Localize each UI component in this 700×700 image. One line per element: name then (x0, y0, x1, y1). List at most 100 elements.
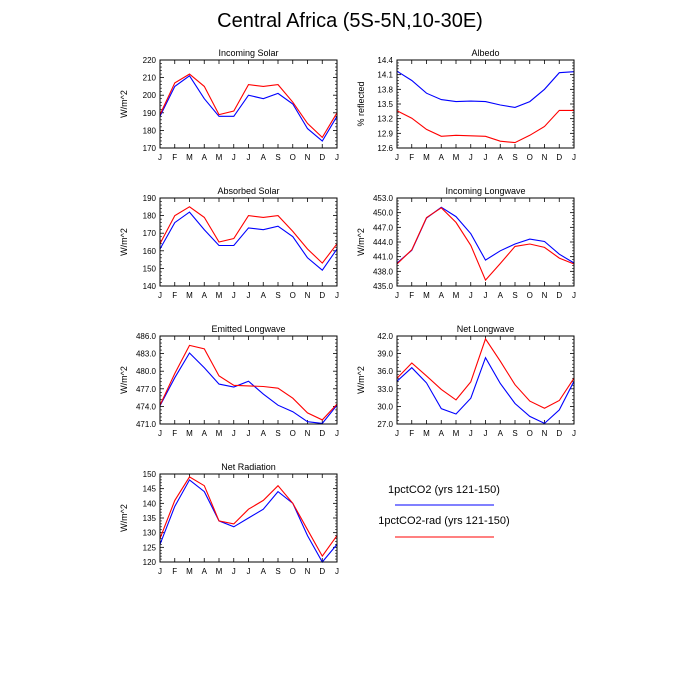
x-tick-label: A (498, 429, 504, 438)
x-tick-label: M (216, 291, 223, 300)
x-tick-label: J (469, 291, 473, 300)
x-tick-label: F (409, 429, 414, 438)
x-tick-label: J (158, 567, 162, 576)
y-tick-label: 180 (143, 126, 157, 135)
x-tick-label: J (484, 291, 488, 300)
x-tick-label: N (305, 567, 311, 576)
series-line-1pctco2-rad (396, 337, 575, 409)
x-tick-label: S (512, 429, 517, 438)
x-tick-label: N (305, 429, 311, 438)
x-tick-label: N (542, 291, 548, 300)
x-tick-label: O (290, 567, 296, 576)
y-tick-label: 477.0 (136, 385, 157, 394)
y-tick-label: 150 (143, 470, 157, 479)
y-tick-label: 483.0 (136, 350, 157, 359)
x-tick-label: M (186, 567, 193, 576)
x-tick-label: J (232, 291, 236, 300)
y-tick-label: 200 (143, 91, 157, 100)
x-tick-label: A (202, 291, 208, 300)
series-line-1pctco2-rad (396, 109, 574, 144)
x-tick-label: A (439, 153, 445, 162)
x-tick-label: J (247, 429, 251, 438)
y-tick-label: 14.1 (377, 71, 393, 80)
x-tick-label: O (290, 153, 296, 162)
y-tick-label: 220 (143, 56, 157, 65)
y-tick-label: 13.5 (377, 100, 393, 109)
y-tick-label: 441.0 (373, 253, 394, 262)
y-axis-label: W/m^2 (119, 504, 129, 532)
x-tick-label: A (202, 429, 208, 438)
x-tick-label: J (335, 429, 339, 438)
y-tick-label: 36.0 (377, 367, 393, 376)
x-tick-label: M (186, 153, 193, 162)
y-tick-label: 486.0 (136, 332, 157, 341)
y-tick-label: 450.0 (373, 209, 394, 218)
x-tick-label: F (172, 429, 177, 438)
x-tick-label: A (439, 291, 445, 300)
x-tick-label: J (247, 567, 251, 576)
series-line-1pctco2-rad (159, 73, 338, 139)
x-tick-label: S (275, 291, 280, 300)
x-tick-label: M (453, 291, 460, 300)
x-tick-label: M (186, 291, 193, 300)
plot-frame (159, 59, 338, 149)
x-tick-label: O (527, 291, 533, 300)
panel-albedo: Albedo % reflected 12.6 12.9 13.2 13.5 13.8 14.… (356, 48, 576, 162)
x-tick-label: S (275, 567, 280, 576)
x-tick-label: O (527, 153, 533, 162)
x-tick-label: J (395, 429, 399, 438)
y-tick-label: 438.0 (373, 267, 394, 276)
plot-frame (396, 197, 575, 287)
y-tick-label: 435.0 (373, 282, 394, 291)
x-tick-label: A (261, 291, 267, 300)
x-tick-label: M (453, 429, 460, 438)
x-tick-label: A (261, 567, 267, 576)
legend-label: 1pctCO2 (yrs 121-150) (388, 484, 500, 496)
series-line-1pctco2 (396, 206, 575, 264)
panel-emitted-longwave: Emitted Longwave W/m^2 471.0 474.0 477.0 480.… (119, 324, 339, 438)
series-line-1pctco2-rad (159, 476, 338, 558)
y-tick-label: 27.0 (377, 420, 393, 429)
x-tick-label: M (423, 291, 430, 300)
series-line-1pctco2 (396, 356, 575, 425)
legend-label: 1pctCO2-rad (yrs 121-150) (378, 515, 509, 527)
x-tick-label: J (572, 291, 576, 300)
y-axis-label: W/m^2 (119, 90, 129, 118)
y-tick-label: 13.2 (377, 115, 393, 124)
y-tick-label: 190 (143, 109, 157, 118)
plot-frame (159, 335, 338, 425)
y-tick-label: 160 (143, 247, 157, 256)
x-tick-label: A (202, 153, 208, 162)
x-tick-label: F (172, 567, 177, 576)
y-tick-label: 39.0 (377, 350, 393, 359)
x-tick-label: J (469, 429, 473, 438)
x-tick-label: M (453, 153, 460, 162)
x-tick-label: S (512, 153, 517, 162)
x-tick-label: F (409, 153, 414, 162)
x-tick-label: J (247, 291, 251, 300)
x-tick-label: J (232, 429, 236, 438)
x-tick-label: J (335, 567, 339, 576)
x-tick-label: S (512, 291, 517, 300)
y-tick-label: 453.0 (373, 194, 394, 203)
y-tick-label: 140 (143, 282, 157, 291)
x-tick-label: J (158, 291, 162, 300)
x-tick-label: D (556, 429, 562, 438)
y-tick-label: 30.0 (377, 402, 393, 411)
y-axis-label: W/m^2 (356, 366, 366, 394)
y-tick-label: 170 (143, 229, 157, 238)
plot-frame (396, 59, 575, 149)
x-tick-label: M (186, 429, 193, 438)
panel-title: Incoming Longwave (445, 186, 525, 196)
x-tick-label: J (158, 429, 162, 438)
panel-title: Emitted Longwave (211, 324, 285, 334)
legend: 1pctCO2 (yrs 121-150) 1pctCO2-rad (yrs 12… (378, 484, 510, 538)
x-tick-label: S (275, 429, 280, 438)
x-tick-label: J (484, 429, 488, 438)
series-line-1pctco2-rad (396, 207, 575, 282)
x-tick-label: D (319, 567, 325, 576)
y-tick-label: 145 (143, 485, 157, 494)
x-tick-label: M (423, 429, 430, 438)
y-tick-label: 42.0 (377, 332, 393, 341)
x-tick-label: M (216, 153, 223, 162)
